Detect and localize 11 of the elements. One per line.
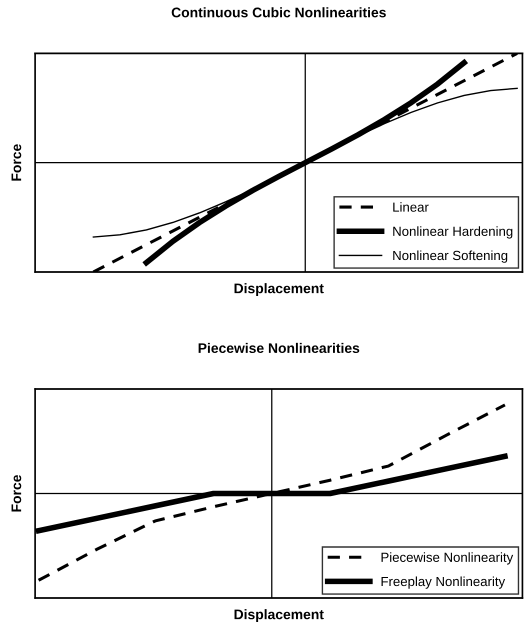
chart-title: Piecewise Nonlinearities — [198, 342, 360, 354]
legend-label: Nonlinear Hardening — [393, 226, 512, 239]
legend-label: Freeplay Nonlinearity — [382, 576, 506, 589]
legend-label: Nonlinear Softening — [393, 250, 508, 263]
y-axis-title: Force — [12, 475, 22, 512]
legend-label: Piecewise Nonlinearity — [382, 552, 514, 565]
x-axis-title: Displacement — [234, 609, 324, 622]
x-axis-title: Displacement — [234, 283, 324, 296]
y-axis-title: Force — [12, 144, 22, 181]
chart-title: Continuous Cubic Nonlinearities — [172, 7, 386, 18]
legend-label: Linear — [393, 202, 429, 212]
